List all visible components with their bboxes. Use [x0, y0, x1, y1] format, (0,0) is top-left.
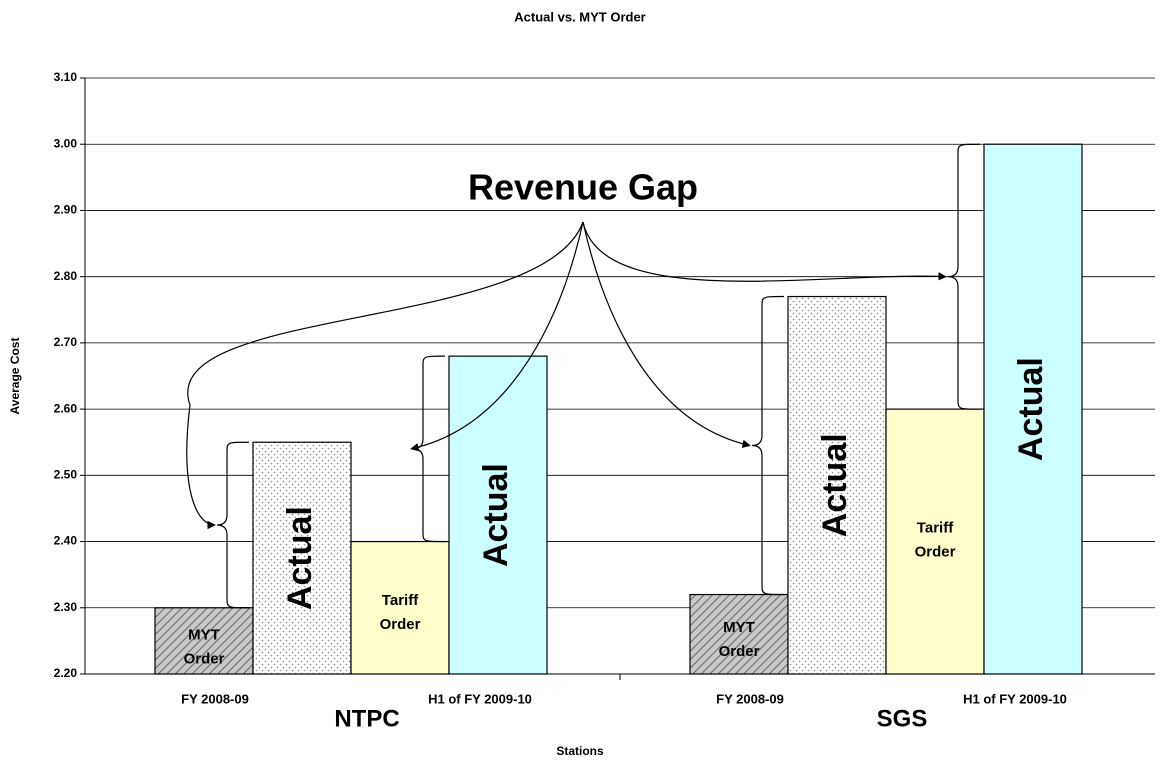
x-tick-label: H1 of FY 2009-10 [428, 691, 532, 706]
group-label: SGS [877, 705, 928, 732]
x-axis-label: Stations [556, 744, 604, 758]
bar-label: Order [719, 643, 760, 660]
bar-label: Order [915, 543, 956, 560]
y-tick-label: 2.40 [54, 534, 78, 548]
brace [412, 355, 446, 543]
y-tick-label: 3.10 [54, 70, 78, 84]
bar-label: Actual [1012, 357, 1050, 461]
bar-label: Tariff [917, 519, 954, 536]
bar-label: MYT [723, 619, 755, 636]
chart-title: Actual vs. MYT Order [514, 9, 645, 24]
bar [252, 441, 352, 675]
y-tick-label: 2.80 [54, 269, 78, 283]
x-tick-label: FY 2008-09 [716, 691, 784, 706]
arrow [410, 221, 584, 452]
y-tick-label: 2.20 [54, 666, 78, 680]
bar [448, 355, 548, 675]
y-tick-label: 2.60 [54, 401, 78, 415]
bar [154, 607, 254, 675]
bar-label: Tariff [382, 592, 419, 609]
bar-label: Actual [477, 463, 515, 567]
brace [751, 295, 785, 596]
y-tick-label: 2.50 [54, 468, 78, 482]
x-tick-label: H1 of FY 2009-10 [963, 691, 1067, 706]
bar [350, 540, 450, 675]
y-tick-label: 2.90 [54, 203, 78, 217]
bar [689, 593, 789, 675]
bar [885, 408, 985, 675]
brace [947, 143, 981, 410]
y-tick-label: 2.30 [54, 600, 78, 614]
bar-label: Actual [281, 506, 319, 610]
bar [787, 295, 887, 675]
group-label: NTPC [334, 705, 399, 732]
y-axis-label: Average Cost [8, 338, 22, 415]
arrow [186, 221, 584, 530]
y-tick-label: 2.70 [54, 335, 78, 349]
annotation: Revenue Gap [468, 167, 698, 208]
arrow [582, 221, 751, 448]
bar-label: Order [184, 651, 225, 668]
bar-label: Actual [816, 433, 854, 537]
brace [216, 441, 250, 609]
y-tick-label: 3.00 [54, 136, 78, 150]
bar-label: MYT [188, 627, 220, 644]
arrow [582, 221, 947, 282]
bar [983, 143, 1083, 675]
bar-label: Order [380, 616, 421, 633]
x-tick-label: FY 2008-09 [181, 691, 249, 706]
